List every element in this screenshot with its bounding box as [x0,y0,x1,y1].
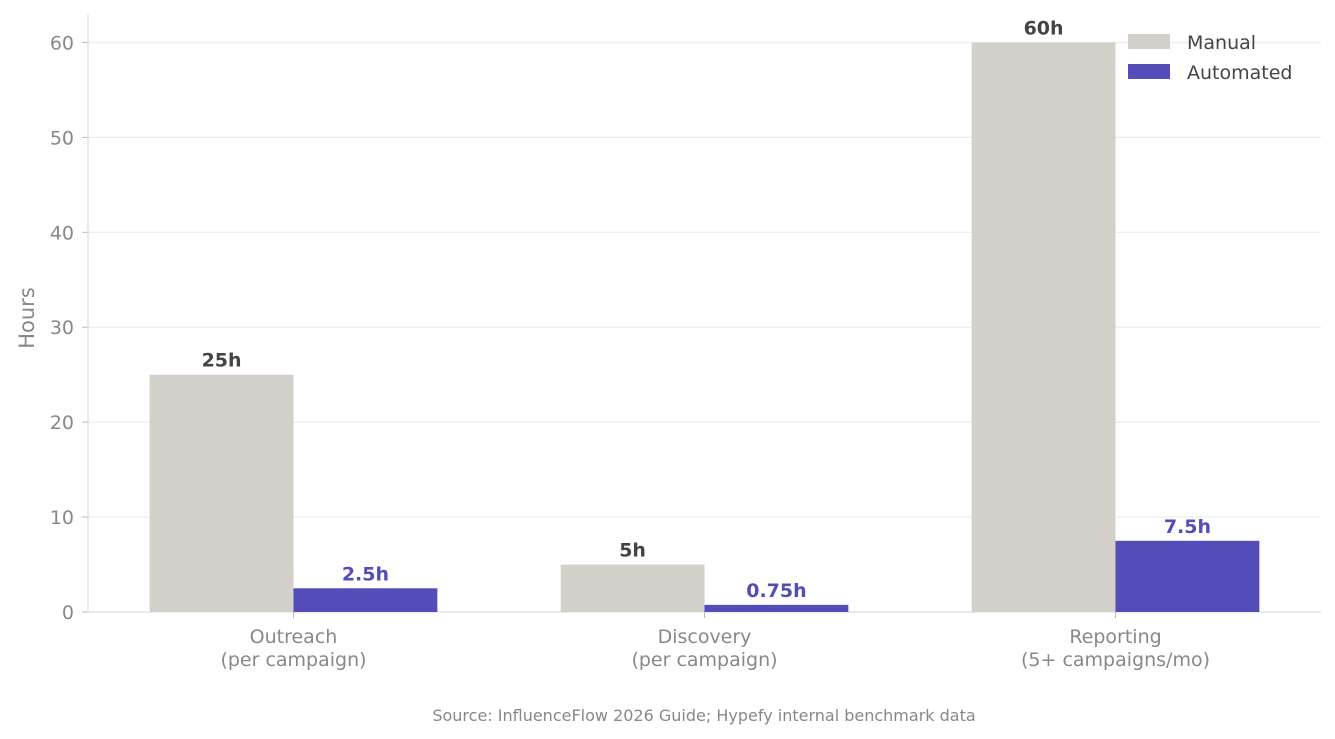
legend-label-manual: Manual [1187,32,1256,54]
bar-automated-1 [704,604,849,612]
x-tick-label: Reporting (5+ campaigns/mo) [1021,626,1210,671]
data-label-automated-1: 0.75h [746,580,806,602]
y-tick-label: 60 [50,32,74,54]
data-label-manual-0: 25h [202,350,242,372]
y-tick-label: 40 [50,222,74,244]
x-tick-label: Outreach (per campaign) [220,626,366,671]
legend: Manual Automated [1128,32,1292,84]
x-tick-label-line: (5+ campaigns/mo) [1021,649,1210,671]
x-tick-label-line: (per campaign) [220,649,366,671]
legend-swatch-automated [1128,64,1170,79]
x-tick-label-line: Discovery [658,626,752,648]
y-axis-title: Hours [15,287,39,349]
y-tick-label: 10 [50,507,74,529]
legend-label-automated: Automated [1187,62,1292,84]
x-tick-label-line: Outreach [250,626,338,648]
x-tick-label: Discovery (per campaign) [631,626,777,671]
bars [149,42,1260,612]
legend-swatch-manual [1128,34,1170,49]
y-tick-label: 50 [50,127,74,149]
bar-manual-1 [560,564,705,612]
y-tick-label: 0 [62,602,74,624]
source-note: Source: InfluenceFlow 2026 Guide; Hypefy… [432,706,975,725]
data-label-automated-0: 2.5h [342,563,389,585]
x-tick-label-line: (per campaign) [631,649,777,671]
data-labels: 25h 2.5h 5h 0.75h 60h 7.5h [202,17,1211,601]
bar-manual-2 [971,42,1116,612]
bar-automated-0 [293,588,438,612]
x-tick-label-line: Reporting [1069,626,1161,648]
data-label-automated-2: 7.5h [1164,516,1211,538]
bar-manual-0 [149,374,294,612]
y-tick-label: 20 [50,412,74,434]
y-tick-label: 30 [50,317,74,339]
bar-automated-2 [1115,540,1260,612]
data-label-manual-1: 5h [619,540,646,562]
data-label-manual-2: 60h [1024,17,1064,39]
